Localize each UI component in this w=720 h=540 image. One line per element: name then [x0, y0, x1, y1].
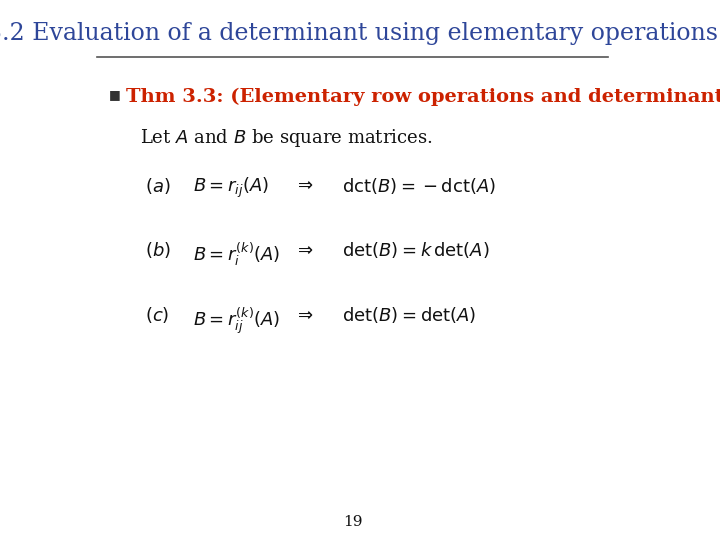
Text: $(b)$: $(b)$: [145, 240, 171, 260]
Text: $\Rightarrow$: $\Rightarrow$: [294, 240, 314, 258]
Text: 19: 19: [343, 515, 362, 529]
Text: 3.2 Evaluation of a determinant using elementary operations: 3.2 Evaluation of a determinant using el…: [0, 22, 718, 45]
Text: $\det(B) = k\,\det(A)$: $\det(B) = k\,\det(A)$: [342, 240, 490, 260]
Text: $B = r_{ij}(A)$: $B = r_{ij}(A)$: [193, 176, 269, 200]
Text: $B = r_{ij}^{(k)}(A)$: $B = r_{ij}^{(k)}(A)$: [193, 305, 280, 336]
Text: $\Rightarrow$: $\Rightarrow$: [294, 176, 314, 193]
Text: Let $A$ and $B$ be square matrices.: Let $A$ and $B$ be square matrices.: [140, 127, 433, 149]
Text: $\det(B) = \det(A)$: $\det(B) = \det(A)$: [342, 305, 476, 325]
Text: $\blacksquare$: $\blacksquare$: [108, 89, 120, 103]
Text: $B = r_i^{(k)}(A)$: $B = r_i^{(k)}(A)$: [193, 240, 280, 268]
Text: $\Rightarrow$: $\Rightarrow$: [294, 305, 314, 323]
Text: $(c)$: $(c)$: [145, 305, 169, 325]
Text: Thm 3.3: (Elementary row operations and determinants): Thm 3.3: (Elementary row operations and …: [127, 88, 720, 106]
Text: $(a)$: $(a)$: [145, 176, 171, 195]
Text: $\mathrm{dct}(B) = -\mathrm{dct}(A)$: $\mathrm{dct}(B) = -\mathrm{dct}(A)$: [342, 176, 496, 195]
